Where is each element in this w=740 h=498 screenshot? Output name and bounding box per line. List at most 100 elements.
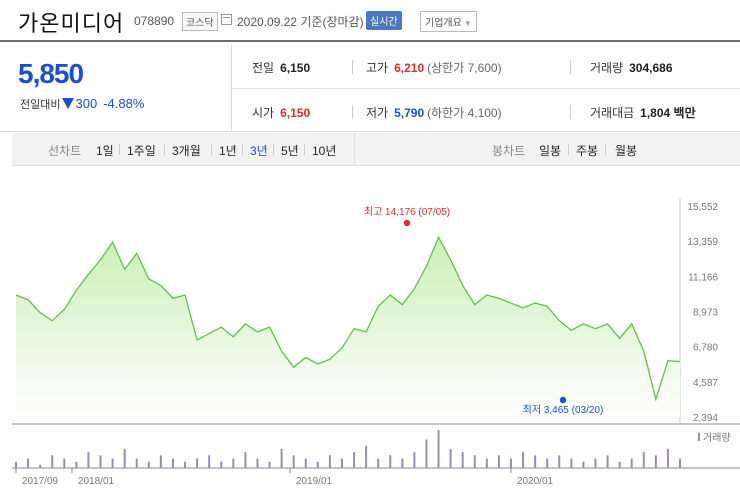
candle-daily[interactable]: 일봉	[539, 144, 562, 158]
upper-limit: (상한가 7,600)	[427, 61, 502, 75]
price-chart-svg: 15,552 13,359 11,166 8,973 6,780 4,587 2,394 최고…	[12, 198, 740, 487]
chevron-down-icon: ▼	[463, 19, 472, 28]
high-marker	[403, 219, 411, 227]
period-10y[interactable]: 10년	[312, 144, 337, 158]
period-3y[interactable]: 3년	[250, 144, 268, 158]
lower-limit: (하한가 4,100)	[427, 106, 502, 120]
volume-bar	[196, 458, 199, 468]
calendar-icon	[221, 14, 232, 25]
company-overview-dropdown[interactable]: 기업개요 ▼	[420, 11, 477, 32]
current-price-box: 5,850 전일대비 300 -4.88%	[0, 44, 232, 132]
period-1y[interactable]: 1년	[219, 144, 237, 158]
period-5y[interactable]: 5년	[281, 144, 299, 158]
divider	[605, 144, 606, 155]
divider	[352, 60, 353, 74]
volume-bar	[353, 452, 356, 468]
chart-toolbar: 선차트 1일 1주일 3개월 1년 3년 5년 10년 봉차트 일봉 주봉 월봉	[12, 133, 740, 166]
volume-bar	[497, 455, 500, 468]
volume-bar	[618, 461, 621, 468]
volume-bar	[522, 452, 525, 468]
volume-bar	[232, 458, 235, 468]
volume-bar	[244, 452, 247, 468]
stock-name: 가온미디어	[18, 11, 125, 36]
volume-bar	[27, 458, 30, 468]
y-tick-label: 2,394	[693, 413, 718, 424]
x-tick-label: 2018/01	[78, 476, 115, 487]
candle-chart-label: 봉차트	[492, 144, 526, 158]
volume-bar	[63, 458, 66, 468]
volume: 거래량 304,686	[590, 59, 673, 76]
period-1w[interactable]: 1주일	[127, 144, 156, 158]
volume-bar	[642, 452, 645, 468]
volume-bar	[39, 464, 42, 468]
volume-bar	[171, 458, 174, 468]
high-annotation: 최고 14,176 (07/05)	[364, 206, 450, 218]
volume-value: 304,686	[629, 61, 673, 75]
volume-bar	[292, 455, 295, 468]
period-1d[interactable]: 1일	[96, 144, 114, 158]
low-marker	[559, 396, 567, 404]
volume-bar	[220, 461, 223, 468]
volume-bar	[328, 455, 331, 468]
divider	[242, 144, 243, 155]
divider	[273, 144, 274, 155]
price-chart: 15,552 13,359 11,166 8,973 6,780 4,587 2,394 최고…	[0, 168, 740, 498]
y-tick-label: 6,780	[693, 343, 718, 354]
candle-monthly[interactable]: 월봉	[615, 144, 638, 158]
divider	[119, 144, 120, 155]
candle-weekly[interactable]: 주봉	[576, 144, 599, 158]
toolbar-divider	[354, 133, 355, 166]
volume-bar	[509, 458, 512, 468]
amount-label: 거래대금	[590, 106, 635, 120]
trading-amount: 거래대금 1,804 백만	[590, 104, 696, 121]
y-tick-label: 4,587	[693, 378, 718, 389]
y-tick-label: 11,166	[688, 272, 718, 283]
period-3m[interactable]: 3개월	[172, 144, 201, 158]
realtime-button[interactable]: 실시간	[366, 11, 402, 30]
volume-bar	[437, 430, 440, 468]
volume-bar	[630, 458, 633, 468]
company-overview-label: 기업개요	[425, 18, 462, 29]
volume-bar	[51, 455, 54, 468]
open-value: 6,150	[280, 106, 311, 120]
low-label: 저가	[366, 106, 389, 120]
volume-bar	[473, 455, 476, 468]
volume-bar	[570, 458, 573, 468]
divider	[570, 60, 571, 74]
volume-bar	[582, 461, 585, 468]
volume-bar	[558, 455, 561, 468]
divider	[570, 105, 571, 119]
line-chart-label: 선차트	[48, 144, 82, 158]
price-area	[16, 237, 680, 417]
volume-bar	[316, 461, 319, 468]
change-amount: 300	[75, 96, 98, 111]
divider	[568, 144, 569, 155]
y-tick-label: 8,973	[693, 308, 718, 319]
y-tick-label: 15,552	[687, 202, 718, 213]
volume-bar	[401, 458, 404, 468]
volume-bar	[159, 455, 162, 468]
volume-bar	[147, 461, 150, 468]
change-percent: -4.88%	[103, 96, 145, 111]
volume-bar	[377, 458, 380, 468]
volume-bar	[99, 455, 102, 468]
high-price: 고가 6,210 (상한가 7,600)	[366, 59, 502, 76]
price-line	[15, 235, 681, 402]
volume-label: 거래량	[590, 61, 624, 75]
high-label: 고가	[366, 61, 389, 75]
row-divider	[232, 88, 740, 89]
prev-close: 전일 6,150	[252, 59, 310, 76]
divider	[304, 144, 305, 155]
volume-bar	[256, 458, 259, 468]
amount-value: 1,804 백만	[640, 106, 696, 120]
volume-bar	[425, 439, 428, 468]
divider	[164, 144, 165, 155]
volume-bar	[111, 458, 114, 468]
volume-bar	[184, 461, 187, 468]
divider	[211, 144, 212, 155]
price-change: 전일대비 300 -4.88%	[20, 96, 144, 112]
volume-bar	[208, 455, 211, 468]
low-annotation: 최저 3,465 (03/20)	[523, 404, 604, 416]
volume-bar	[679, 458, 681, 468]
current-price: 5,850	[18, 58, 84, 89]
